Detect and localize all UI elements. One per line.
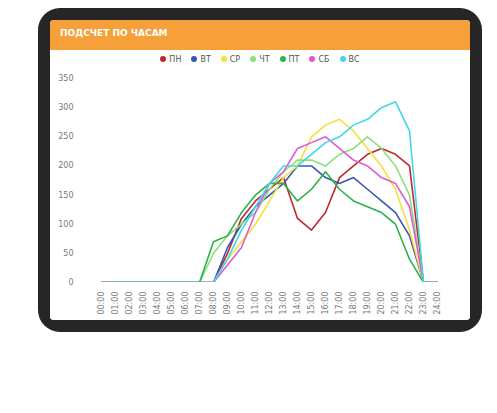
svg-text:01:00: 01:00	[111, 292, 120, 315]
svg-text:23:00: 23:00	[419, 292, 428, 315]
svg-text:200: 200	[58, 161, 73, 170]
html-text:ПТ: ПТ	[288, 54, 300, 64]
svg-text:03:00: 03:00	[139, 292, 148, 315]
svg-text:21:00: 21:00	[391, 292, 400, 315]
svg-text:0: 0	[68, 278, 73, 287]
svg-text:14:00: 14:00	[293, 292, 302, 315]
svg-text:22:00: 22:00	[405, 292, 414, 315]
svg-text:10:00: 10:00	[237, 292, 246, 315]
svg-text:07:00: 07:00	[195, 292, 204, 315]
svg-text:24:00: 24:00	[433, 292, 442, 315]
svg-text:09:00: 09:00	[223, 292, 232, 315]
svg-text:20:00: 20:00	[377, 292, 386, 315]
svg-text:17:00: 17:00	[335, 292, 344, 315]
svg-text:150: 150	[58, 191, 73, 200]
svg-text:11:00: 11:00	[251, 292, 260, 315]
svg-text:19:00: 19:00	[363, 292, 372, 315]
svg-text:350: 350	[58, 74, 73, 83]
html-text:СР: СР	[229, 54, 241, 64]
svg-text:02:00: 02:00	[125, 292, 134, 315]
html-text:СБ: СБ	[318, 54, 330, 64]
html-text:ПОДСЧЕТ ПО ЧАСАМ: ПОДСЧЕТ ПО ЧАСАМ	[60, 28, 168, 38]
svg-text:00:00: 00:00	[97, 292, 106, 315]
html-text:ВТ: ВТ	[200, 54, 211, 64]
svg-text:15:00: 15:00	[307, 292, 316, 315]
svg-text:06:00: 06:00	[181, 292, 190, 315]
svg-text:13:00: 13:00	[279, 292, 288, 315]
html-text:ВС: ВС	[348, 54, 360, 64]
svg-text:18:00: 18:00	[349, 292, 358, 315]
svg-text:100: 100	[58, 220, 73, 229]
svg-text:16:00: 16:00	[321, 292, 330, 315]
svg-text:50: 50	[63, 249, 73, 258]
html-text:ПН: ПН	[169, 54, 182, 64]
html-text:ЧТ: ЧТ	[259, 54, 270, 64]
svg-text:05:00: 05:00	[167, 292, 176, 315]
svg-text:300: 300	[58, 103, 73, 112]
svg-text:08:00: 08:00	[209, 292, 218, 315]
svg-text:250: 250	[58, 132, 73, 141]
svg-text:04:00: 04:00	[153, 292, 162, 315]
svg-text:12:00: 12:00	[265, 292, 274, 315]
